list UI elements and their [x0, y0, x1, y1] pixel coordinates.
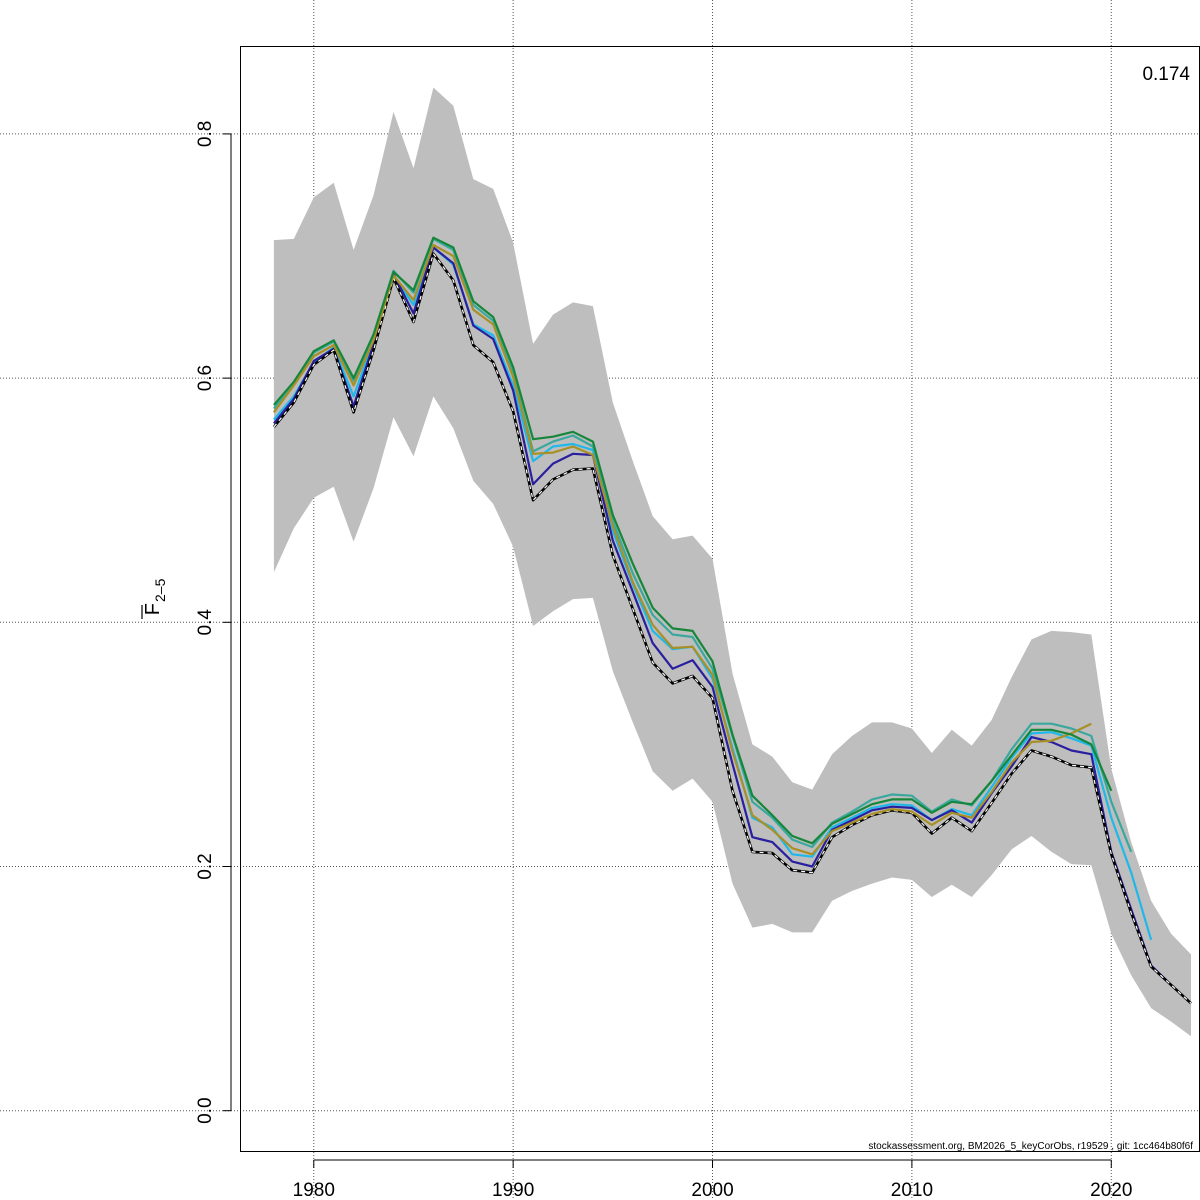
series-line-2	[273, 253, 1192, 1004]
series-line-1	[273, 246, 1192, 1005]
x-axis: 1980 1990 2000 2010 2020	[293, 1159, 1132, 1200]
x-tick-label-2000: 2000	[691, 1180, 733, 1200]
x-tick-label-2010: 2010	[891, 1180, 933, 1200]
svg-text:2–5: 2–5	[152, 578, 168, 602]
series-line-4	[273, 243, 1092, 856]
series-layer	[272, 236, 1192, 1005]
y-tick-label-0.2: 0.2	[195, 853, 216, 879]
x-tick-label-1990: 1990	[492, 1180, 534, 1200]
y-axis: 0.0 0.2 0.4 0.6 0.8	[195, 121, 232, 1124]
footer-credit: stockassessment.org, BM2026_5_keyCorObs,…	[868, 1141, 1193, 1152]
y-axis-title-main: F	[142, 603, 164, 615]
y-tick-label-0.0: 0.0	[195, 1097, 216, 1123]
y-axis-title: F 2–5	[141, 578, 168, 619]
series-line-5	[273, 236, 1113, 845]
y-tick-label-0.8: 0.8	[195, 121, 216, 147]
band-layer	[273, 87, 1191, 1037]
svg-text:F: F	[142, 603, 164, 615]
confidence-band	[273, 87, 1191, 1037]
y-tick-label-0.4: 0.4	[195, 609, 216, 636]
x-tick-label-1980: 1980	[293, 1180, 335, 1200]
corner-annotation: 0.174	[1142, 64, 1190, 85]
y-tick-label-0.6: 0.6	[195, 365, 216, 391]
x-tick-label-2020: 2020	[1090, 1180, 1132, 1200]
y-axis-title-subscript: 2–5	[152, 578, 168, 602]
